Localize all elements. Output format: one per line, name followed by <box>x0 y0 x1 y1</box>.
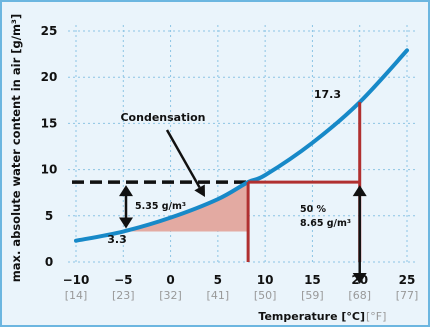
x-axis-label: Temperature [°C] <box>258 310 365 323</box>
x-tick-label: 10 <box>257 273 274 287</box>
x-tick-label-fahrenheit: [50] <box>254 289 277 302</box>
arrow-head-down <box>352 273 367 284</box>
y-tick-label: 15 <box>41 116 58 130</box>
y-tick-labels: 0 5 10 15 20 25 <box>41 24 58 269</box>
x-tick-label: −10 <box>63 273 90 287</box>
y-axis-label: max. absolute water content in air [g/m³… <box>9 14 23 282</box>
condensation-pointer-arrow <box>165 129 205 197</box>
condensation-area <box>123 182 249 232</box>
y-tick-label: 0 <box>45 255 53 269</box>
relative-humidity-value-label: 8.65 g/m³ <box>300 218 351 229</box>
x-tick-label-fahrenheit: [32] <box>159 289 182 302</box>
y-tick-label: 25 <box>41 24 58 38</box>
x-tick-label-fahrenheit: [41] <box>207 289 230 302</box>
x-tick-label-fahrenheit: [14] <box>65 289 88 302</box>
arrows <box>119 129 367 284</box>
condensation-label: Condensation <box>120 111 205 124</box>
y-tick-label: 10 <box>41 163 58 177</box>
y-tick-label: 20 <box>41 70 58 84</box>
difference-arrow <box>119 185 133 229</box>
y-tick-label: 5 <box>45 209 53 223</box>
relative-humidity-label: 50 % <box>300 204 327 215</box>
point-high-label: 17.3 <box>314 88 341 101</box>
arrow-head <box>194 184 205 197</box>
x-tick-labels: −10 [14] −5 [23] 0 [32] 5 [41] 10 [50] 15 [59] 20 [68… <box>63 273 419 302</box>
x-axis-label-fahrenheit: [°F] <box>366 310 386 323</box>
arrow-head-up <box>352 185 367 197</box>
x-tick-label-fahrenheit: [23] <box>112 289 135 302</box>
arrow-head-up <box>119 185 133 197</box>
x-tick-label: 0 <box>166 273 174 287</box>
x-tick-label: 20 <box>351 273 368 287</box>
x-tick-label-fahrenheit: [59] <box>301 289 324 302</box>
arrow-shaft <box>165 129 201 189</box>
x-tick-label-fahrenheit: [77] <box>396 289 419 302</box>
point-low-label: 3.3 <box>107 233 127 246</box>
arrow-head-down <box>119 217 133 229</box>
x-tick-label: 25 <box>399 273 416 287</box>
difference-label: 5.35 g/m³ <box>135 201 186 212</box>
relative-humidity-arrow <box>352 185 367 284</box>
x-tick-label: 5 <box>214 273 222 287</box>
x-tick-label-fahrenheit: [68] <box>348 289 371 302</box>
x-tick-label: −5 <box>114 273 132 287</box>
x-tick-label: 15 <box>304 273 321 287</box>
